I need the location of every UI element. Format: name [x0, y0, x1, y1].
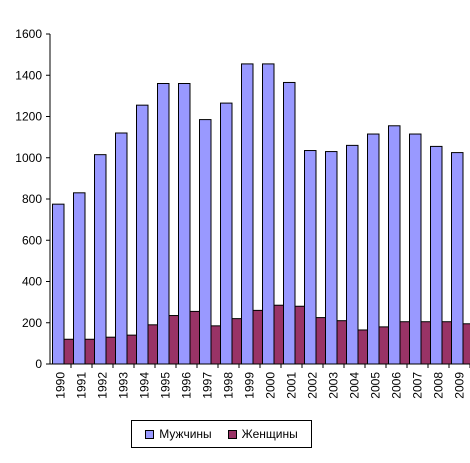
x-tick-label: 1999	[243, 372, 257, 399]
bars-group	[52, 63, 470, 365]
x-tick-label: 1990	[54, 372, 68, 399]
x-tick-label: 2001	[285, 372, 299, 399]
y-tick-label: 1400	[15, 68, 42, 82]
x-tick-label: 1991	[75, 372, 89, 399]
bar-men-2008	[430, 145, 443, 365]
x-tick-label: 2007	[411, 372, 425, 399]
y-axis-ticks: 0 200 400 600 800 1000 1200 1400 1600	[15, 27, 50, 371]
y-tick-label: 1000	[15, 151, 42, 165]
bar-men-2004	[346, 144, 359, 365]
y-tick-label: 800	[22, 192, 42, 206]
y-tick-label: 400	[22, 275, 42, 289]
bar-men-2007	[409, 133, 422, 365]
x-tick-label: 2008	[432, 372, 446, 399]
x-axis-ticks: 1990 1991 1992 1993 1994 1995 1996 1997 1998 1999…	[54, 364, 470, 399]
x-tick-label: 2004	[348, 372, 362, 399]
bar-men-1999	[241, 63, 254, 365]
x-tick-label: 1992	[96, 372, 110, 399]
x-tick-label: 2002	[306, 372, 320, 399]
legend-item-women: Женщины	[227, 427, 298, 441]
bar-women-2009	[462, 323, 470, 365]
bar-men-1997	[199, 119, 212, 365]
x-tick-label: 1994	[138, 372, 152, 399]
x-tick-label: 2000	[264, 372, 278, 399]
bar-men-2006	[388, 125, 401, 365]
x-tick-label: 1995	[159, 372, 173, 399]
x-tick-label: 1997	[201, 372, 215, 399]
x-tick-label: 2003	[327, 372, 341, 399]
legend-swatch-men	[145, 429, 155, 439]
bar-men-2000	[262, 63, 275, 365]
bar-men-1990	[52, 203, 65, 365]
x-tick-label: 1993	[117, 372, 131, 399]
y-tick-label: 0	[35, 357, 42, 371]
x-tick-label: 1998	[222, 372, 236, 399]
bar-men-1995	[157, 83, 170, 365]
bar-men-2005	[367, 133, 380, 365]
legend-label-women: Женщины	[241, 427, 298, 441]
bar-men-1996	[178, 83, 191, 365]
y-tick-label: 1200	[15, 110, 42, 124]
x-tick-label: 2006	[390, 372, 404, 399]
x-tick-label: 1996	[180, 372, 194, 399]
bar-men-2003	[325, 151, 338, 365]
bar-men-1992	[94, 154, 107, 365]
x-tick-label: 2005	[369, 372, 383, 399]
legend-label-men: Мужчины	[159, 427, 212, 441]
y-tick-label: 1600	[15, 27, 42, 41]
bar-men-1991	[73, 192, 86, 365]
bar-men-2002	[304, 150, 317, 365]
x-tick-label: 2009	[453, 372, 467, 399]
legend-swatch-women	[227, 429, 237, 439]
bar-men-1994	[136, 104, 149, 365]
bar-men-2009	[451, 152, 464, 365]
bar-men-1993	[115, 132, 128, 365]
legend-item-men: Мужчины	[145, 427, 212, 441]
y-tick-label: 200	[22, 316, 42, 330]
legend: Мужчины Женщины	[131, 420, 312, 448]
bar-men-2001	[283, 81, 296, 365]
bar-men-1998	[220, 102, 233, 365]
y-tick-label: 600	[22, 233, 42, 247]
